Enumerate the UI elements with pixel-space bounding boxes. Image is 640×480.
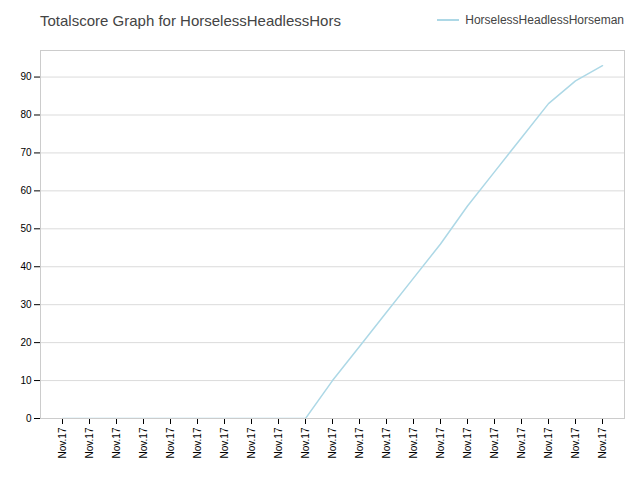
html-text:Totalscore Graph for Horseless: Totalscore Graph for HorselessHeadlessHo… (40, 11, 341, 29)
svg-text:0: 0 (26, 413, 32, 424)
svg-text:Nov.17: Nov.17 (408, 427, 419, 458)
svg-text:Nov.17: Nov.17 (381, 427, 392, 458)
svg-text:Nov.17: Nov.17 (192, 427, 203, 458)
svg-text:Nov.17: Nov.17 (516, 427, 527, 458)
svg-text:50: 50 (20, 223, 32, 234)
svg-text:Nov.17: Nov.17 (597, 427, 608, 458)
svg-text:Nov.17: Nov.17 (138, 427, 149, 458)
svg-text:Nov.17: Nov.17 (570, 427, 581, 458)
svg-text:Nov.17: Nov.17 (435, 427, 446, 458)
svg-text:Nov.17: Nov.17 (462, 427, 473, 458)
svg-text:Nov.17: Nov.17 (327, 427, 338, 458)
svg-text:80: 80 (20, 109, 32, 120)
svg-text:Nov.17: Nov.17 (354, 427, 365, 458)
svg-text:Nov.17: Nov.17 (489, 427, 500, 458)
svg-text:Nov.17: Nov.17 (300, 427, 311, 458)
svg-text:Nov.17: Nov.17 (543, 427, 554, 458)
svg-text:Nov.17: Nov.17 (246, 427, 257, 458)
svg-text:10: 10 (20, 375, 32, 386)
svg-text:Nov.17: Nov.17 (57, 427, 68, 458)
svg-text:70: 70 (20, 147, 32, 158)
svg-text:Nov.17: Nov.17 (273, 427, 284, 458)
svg-text:40: 40 (20, 261, 32, 272)
svg-text:20: 20 (20, 337, 32, 348)
svg-text:30: 30 (20, 299, 32, 310)
svg-text:60: 60 (20, 185, 32, 196)
svg-text:90: 90 (20, 71, 32, 82)
svg-text:Nov.17: Nov.17 (111, 427, 122, 458)
svg-text:Nov.17: Nov.17 (165, 427, 176, 458)
html-text:HorselessHeadlessHorseman: HorselessHeadlessHorseman (465, 13, 624, 27)
svg-text:Nov.17: Nov.17 (84, 427, 95, 458)
svg-text:Nov.17: Nov.17 (219, 427, 230, 458)
